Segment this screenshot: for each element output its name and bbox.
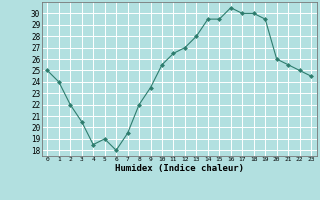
X-axis label: Humidex (Indice chaleur): Humidex (Indice chaleur) [115,164,244,173]
